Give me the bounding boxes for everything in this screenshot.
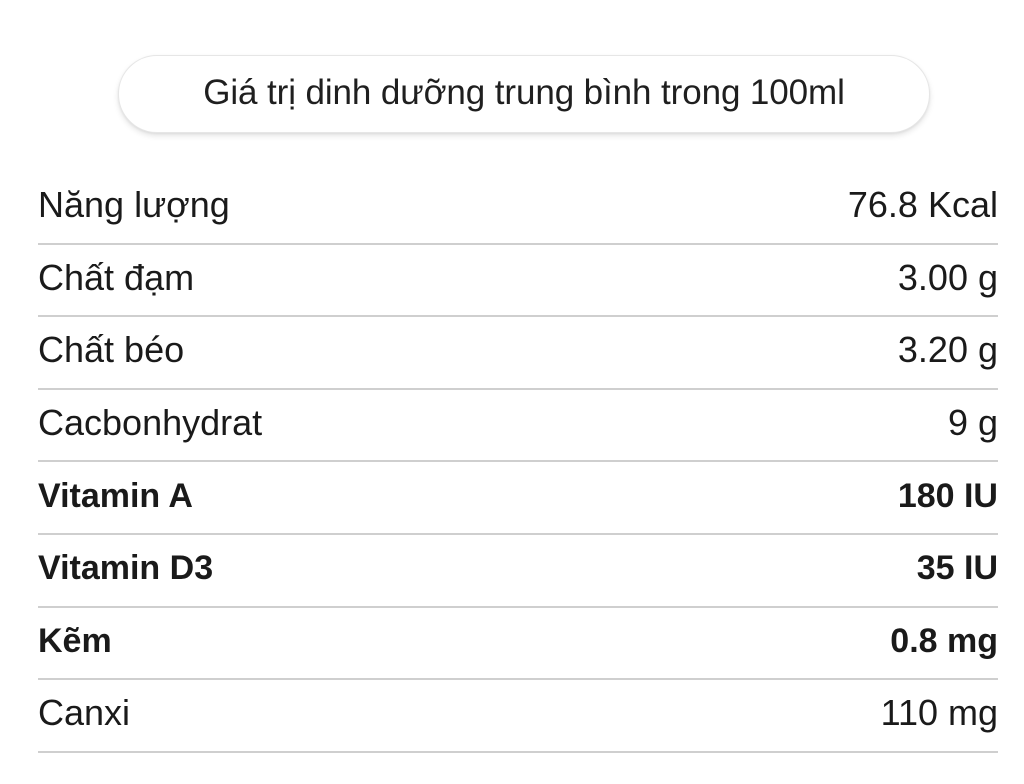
table-row: Kẽm 0.8 mg: [38, 608, 998, 681]
nutrient-label: Chất đạm: [38, 256, 195, 298]
nutrition-table: Năng lượng 76.8 Kcal Chất đạm 3.00 g Chất bé…: [38, 172, 998, 753]
table-row: Cacbonhydrat 9 g: [38, 390, 998, 463]
header-area: Giá trị dinh dưỡng trung bình trong 100m…: [0, 0, 1024, 150]
table-row: Năng lượng 76.8 Kcal: [38, 172, 998, 245]
nutrient-label: Chất béo: [38, 329, 185, 371]
page-title: Giá trị dinh dưỡng trung bình trong 100m…: [203, 73, 845, 112]
nutrient-value: 180 IU: [897, 476, 998, 515]
nutrition-header-pill: Giá trị dinh dưỡng trung bình trong 100m…: [118, 55, 930, 133]
nutrient-value: 35 IU: [916, 549, 998, 588]
nutrient-label: Cacbonhydrat: [38, 402, 263, 444]
nutrient-label: Vitamin A: [38, 476, 193, 515]
nutrient-label: Canxi: [38, 692, 131, 734]
nutrient-value: 0.8 mg: [890, 621, 998, 660]
table-row: Vitamin D3 35 IU: [38, 535, 998, 608]
nutrient-value: 76.8 Kcal: [847, 184, 998, 226]
nutrient-label: Năng lượng: [38, 184, 230, 226]
table-row: Chất béo 3.20 g: [38, 317, 998, 390]
nutrient-label: Vitamin D3: [38, 549, 214, 588]
nutrient-value: 3.00 g: [897, 256, 998, 298]
nutrient-value: 110 mg: [880, 692, 998, 734]
nutrient-value: 3.20 g: [897, 329, 998, 371]
nutrient-value: 9 g: [947, 402, 998, 444]
table-row: Canxi 110 mg: [38, 680, 998, 753]
nutrient-label: Kẽm: [38, 621, 112, 660]
table-row: Vitamin A 180 IU: [38, 462, 998, 535]
table-row: Chất đạm 3.00 g: [38, 245, 998, 318]
